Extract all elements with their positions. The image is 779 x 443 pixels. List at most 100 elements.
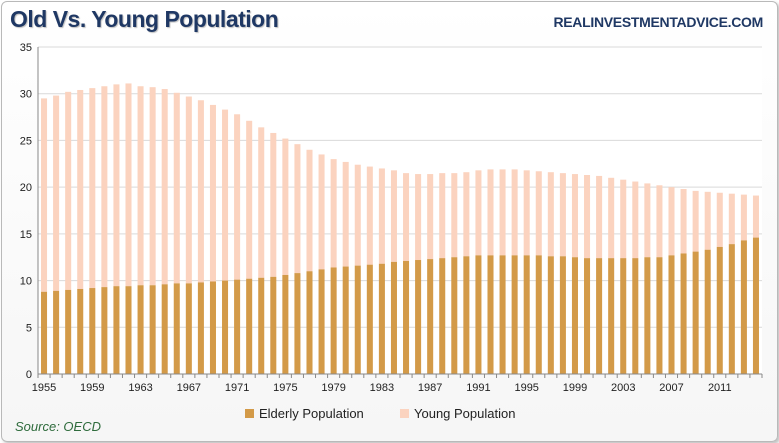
young-bar [222,109,229,281]
bar-group [511,169,518,374]
elderly-bar [197,282,204,374]
bar-group [65,91,72,374]
elderly-bar [535,255,542,374]
bar-group [161,89,168,374]
young-bar [366,166,373,265]
bar-group [487,169,494,374]
young-bar [451,173,458,258]
elderly-bar [415,260,422,374]
young-bar [547,172,554,257]
bar-group [270,132,277,374]
x-tick-label: 1979 [321,382,345,394]
bar-group [366,166,373,374]
elderly-bar [571,257,578,374]
elderly-bar [258,277,265,374]
young-bar [571,174,578,258]
bar-group [728,193,735,374]
x-tick-label: 1999 [563,382,587,394]
elderly-bar [173,283,180,374]
elderly-bar [234,279,241,374]
bar-group [113,84,120,374]
young-bar [644,183,651,258]
elderly-bar [716,246,723,374]
x-tick-label: 1959 [80,382,104,394]
source-note: Source: OECD [15,419,101,434]
x-tick-label: 2007 [659,382,683,394]
elderly-bar [608,258,615,374]
elderly-bar [620,258,627,374]
elderly-bar [704,249,711,374]
young-bar [149,87,156,286]
y-tick-label: 20 [20,182,32,194]
young-bar [439,173,446,259]
elderly-bar [354,265,361,374]
y-tick-label: 35 [20,42,32,54]
young-bar [209,104,216,282]
elderly-bar [427,259,434,374]
plot-area [38,47,762,374]
y-tick-label: 15 [20,229,32,241]
y-tick-label: 30 [20,89,32,101]
young-bar [234,114,241,280]
y-tick-label: 10 [20,276,32,288]
x-tick-label: 1975 [273,382,297,394]
bar-group [234,114,241,374]
young-bar [511,169,518,256]
young-bar [41,98,48,292]
elderly-bar [342,266,349,374]
elderly-bar [584,258,591,374]
young-bar [632,181,639,259]
young-bar [125,83,132,287]
site-watermark: REALINVESTMENTADVICE.COM [553,14,763,30]
young-bar [282,138,289,275]
bar-group [596,175,603,374]
elderly-bar [282,274,289,374]
elderly-bar [113,286,120,374]
bar-group [680,189,687,374]
young-bar [101,86,108,288]
elderly-bar [125,286,132,374]
elderly-bar [390,261,397,374]
elderly-bar [366,264,373,374]
bar-group [608,177,615,374]
elderly-bar [511,255,518,374]
legend-swatch [245,409,254,418]
young-bar [523,170,530,256]
young-bar [354,164,361,266]
bar-group [89,88,96,374]
bar-group [125,83,132,374]
young-bar [53,95,60,291]
y-tick-label: 0 [26,369,32,381]
elderly-bar [222,280,229,374]
young-bar [463,172,470,257]
gridlines [38,46,762,328]
bar-group [644,183,651,374]
y-tick-label: 25 [20,135,32,147]
young-bar [620,179,627,259]
x-tick-label: 2003 [611,382,635,394]
young-bar [330,159,337,268]
young-bar [596,175,603,259]
x-tick-label: 1963 [128,382,152,394]
young-bar [258,127,265,278]
bar-group [620,179,627,374]
bar-group [41,98,48,374]
young-bar [270,132,277,277]
elderly-bar [65,289,72,374]
young-bar [692,190,699,252]
elderly-bar [487,255,494,374]
young-bar [246,120,253,279]
bar-group [173,92,180,374]
elderly-bar [41,291,48,374]
bar-group [656,185,663,374]
elderly-bar [692,251,699,374]
elderly-bar [185,283,192,374]
bar-group [475,170,482,374]
legend-label: Elderly Population [259,406,364,421]
elderly-bar [161,284,168,374]
bar-group [535,171,542,374]
young-bar [113,84,120,287]
young-bar [499,169,506,256]
young-bar [65,91,72,290]
